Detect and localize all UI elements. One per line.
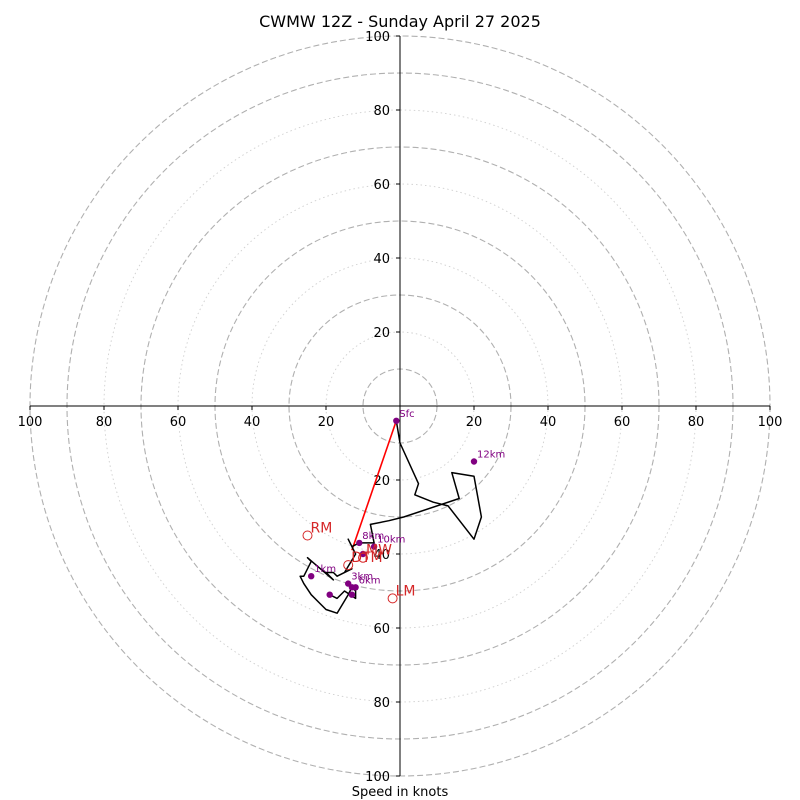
x-tick-label: 40 <box>540 415 557 430</box>
x-tick-label: 80 <box>688 415 705 430</box>
x-tick-label: 20 <box>318 415 335 430</box>
y-tick-label: 40 <box>373 252 390 267</box>
height-marker-label: 1km <box>314 564 336 575</box>
height-marker-point <box>359 550 367 558</box>
y-tick-label: 60 <box>373 178 390 193</box>
height-marker-point <box>348 591 356 598</box>
height-marker-point <box>370 543 378 550</box>
height-marker-point <box>356 539 363 547</box>
x-tick-label: 60 <box>170 415 187 430</box>
x-tick-label: 20 <box>466 415 483 430</box>
chart-title: CWMW 12Z - Sunday April 27 2025 <box>259 12 541 31</box>
height-marker-point <box>308 573 315 580</box>
storm-motion-point <box>358 552 368 563</box>
y-tick-label: 100 <box>365 30 390 45</box>
y-tick-label: 60 <box>373 622 390 637</box>
height-marker-label: 3km <box>351 572 373 583</box>
height-marker-point <box>345 580 352 587</box>
storm-motion-label: DTM <box>351 550 382 566</box>
height-marker-point <box>470 458 478 465</box>
height-marker-label: 12km <box>477 450 505 461</box>
height-marker-point <box>352 584 359 591</box>
storm-motion-point <box>302 530 313 541</box>
height-marker-label: 6km <box>359 575 381 586</box>
storm-motion-label: LM <box>396 583 416 599</box>
y-tick-label: 80 <box>373 696 390 711</box>
x-axis-label: Speed in knots <box>352 785 449 800</box>
x-tick-label: 80 <box>96 415 113 430</box>
height-marker-label: 10km <box>377 535 405 546</box>
tick-labels: 100 80 60 40 20 20 40 60 80 100100806040202040608… <box>18 30 783 785</box>
height-marker-point <box>393 417 400 424</box>
x-tick-label: 60 <box>614 415 631 430</box>
storm-motion-point <box>387 593 398 604</box>
height-marker-label: Sfc <box>399 409 414 420</box>
height-marker-point <box>326 591 333 598</box>
y-tick-label: 20 <box>373 326 390 341</box>
mean-wind-vector <box>351 420 398 551</box>
storm-motion-label: MW <box>366 543 392 559</box>
hodograph-trace-group <box>299 420 483 614</box>
x-tick-label: 100 <box>18 415 43 430</box>
y-tick-label: 80 <box>373 104 390 119</box>
y-tick-label: 100 <box>365 770 390 785</box>
storm-motion-point <box>343 560 354 571</box>
x-tick-label: 40 <box>244 415 261 430</box>
y-tick-label: 40 <box>373 548 390 563</box>
height-marker-label: 8km <box>362 531 384 542</box>
axes <box>30 36 770 776</box>
x-tick-label: 100 <box>758 415 783 430</box>
hodograph-trace <box>299 420 483 614</box>
storm-motion-label: RM <box>311 521 333 537</box>
